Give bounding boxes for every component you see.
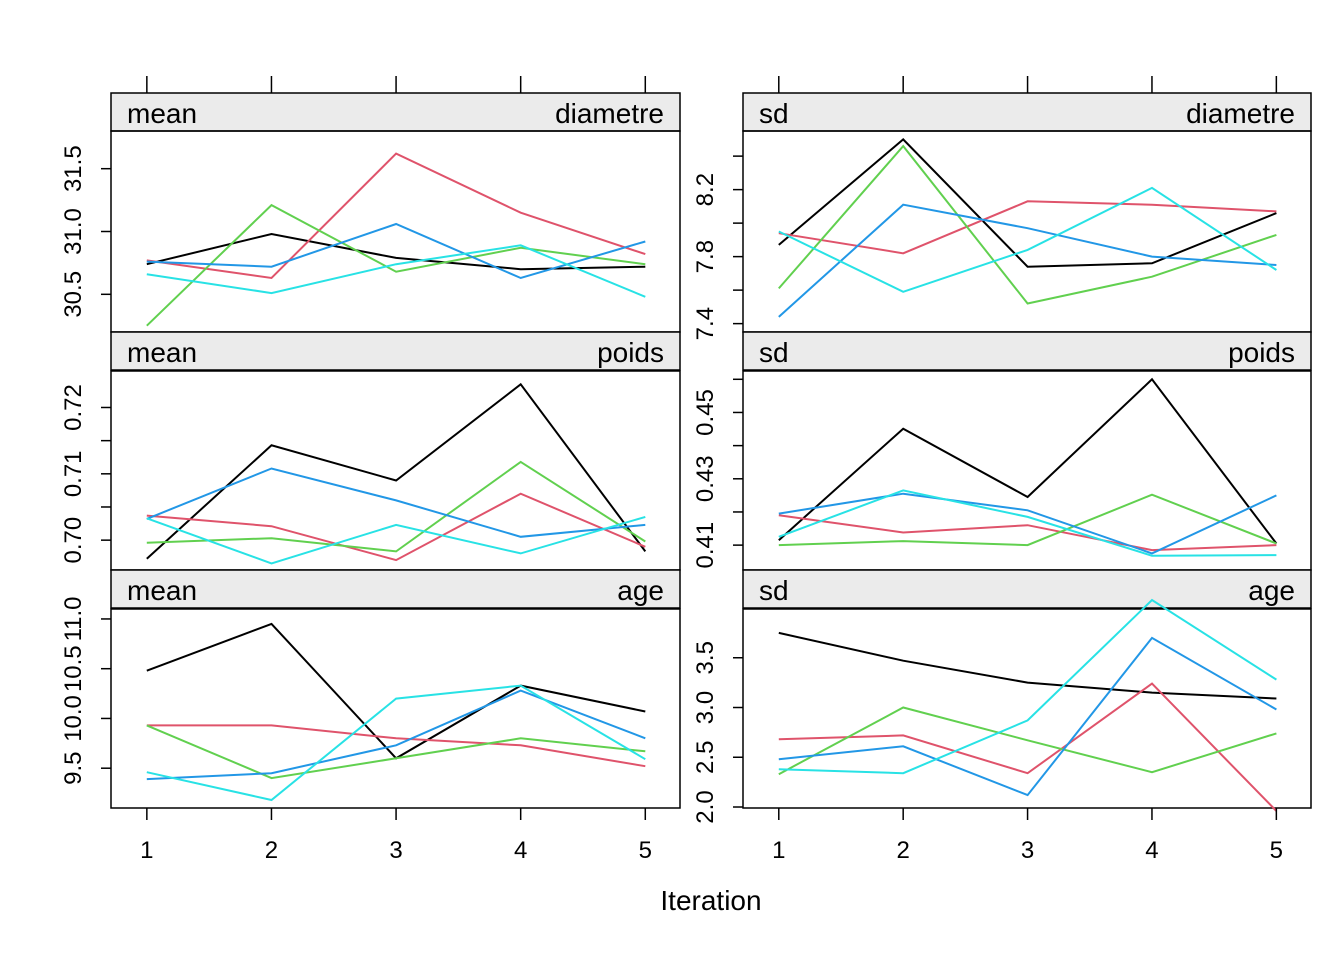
plot-frame: [742, 608, 1312, 809]
panel-sd-diametre: sd diametre 7.4 7.8 8.2: [692, 76, 1312, 340]
series-line-3: [146, 203, 646, 327]
series-line-2: [146, 492, 646, 562]
x-tick-label: 3: [389, 837, 402, 864]
series-line-2: [146, 152, 646, 280]
y-tick-label: 0.45: [692, 389, 719, 436]
strip-variable-label: diametre: [555, 98, 664, 129]
y-tick-label: 30.5: [60, 271, 87, 318]
x-tick-label: 2: [265, 837, 278, 864]
series-line-1: [778, 138, 1277, 268]
series-line-1: [778, 377, 1278, 545]
strip-variable-label: age: [1248, 575, 1295, 606]
y-tick-label: 3.5: [692, 641, 719, 674]
strip-stat-label: mean: [127, 337, 197, 368]
y-tick-label: 10.0: [60, 695, 87, 742]
y-tick-label: 0.41: [692, 522, 719, 569]
y-tick-label: 9.5: [60, 752, 87, 785]
x-tick-label: 2: [896, 837, 909, 864]
y-tick-label: 0.72: [60, 384, 87, 431]
y-tick-label: 0.43: [692, 455, 719, 502]
x-tick-label: 1: [772, 837, 785, 864]
series-line-4: [146, 222, 646, 280]
y-tick-label: 7.8: [692, 240, 719, 273]
y-tick-label: 11.0: [60, 596, 87, 641]
strip-sd-age: [742, 569, 1312, 609]
y-tick-label: 8.2: [692, 173, 719, 206]
series-line-3: [778, 144, 1277, 305]
series-line-5: [146, 244, 646, 298]
series-line-4: [778, 203, 1277, 318]
y-tick-label: 7.4: [692, 307, 719, 340]
series-line-1: [778, 631, 1277, 700]
series-line-4: [146, 467, 646, 538]
y-tick-label: 3.0: [692, 691, 719, 724]
series-line-3: [778, 493, 1277, 547]
x-tick-label: 5: [1270, 837, 1283, 864]
series-line-5: [778, 489, 1277, 557]
strip-stat-label: sd: [759, 337, 789, 368]
series-line-3: [146, 724, 646, 780]
panel-sd-poids: sd poids 0.41 0.43 0.45: [692, 331, 1312, 571]
x-tick-label: 3: [1021, 837, 1034, 864]
series-line-4: [778, 492, 1277, 555]
strip-stat-label: mean: [127, 98, 197, 129]
x-axis-label: Iteration: [660, 885, 761, 916]
strip-mean-poids: [110, 331, 681, 371]
strip-sd-diametre: [742, 92, 1312, 132]
strip-variable-label: diametre: [1186, 98, 1295, 129]
series-line-4: [778, 636, 1277, 797]
series-line-4: [146, 689, 646, 781]
y-tick-label: 10.5: [60, 645, 87, 692]
strip-sd-poids: [742, 331, 1312, 371]
strip-variable-label: poids: [1228, 337, 1295, 368]
strip-stat-label: mean: [127, 575, 197, 606]
series-line-3: [778, 706, 1277, 776]
panel-mean-age: mean age 9.5 10.0 10.5 11.0 1 2 3 4 5: [60, 569, 681, 864]
series-line-2: [778, 200, 1277, 255]
panel-mean-diametre: mean diametre 30.5 31.0 31.5: [60, 76, 681, 333]
x-tick-label: 1: [140, 837, 153, 864]
strip-variable-label: age: [617, 575, 664, 606]
series-line-5: [146, 515, 646, 565]
x-tick-label: 5: [639, 837, 652, 864]
series-line-1: [146, 382, 647, 560]
y-tick-label: 31.5: [60, 145, 87, 192]
x-tick-label: 4: [514, 837, 527, 864]
y-tick-label: 2.5: [692, 741, 719, 774]
strip-stat-label: sd: [759, 575, 789, 606]
strip-mean-age: [110, 569, 681, 609]
strip-mean-diametre: [110, 92, 681, 132]
series-line-5: [146, 684, 646, 802]
strip-stat-label: sd: [759, 98, 789, 129]
series-line-2: [778, 514, 1277, 552]
series-line-5: [778, 186, 1277, 293]
series-line-2: [778, 682, 1278, 812]
y-tick-label: 0.71: [60, 450, 87, 497]
panels-group: mean diametre 30.5 31.0 31.5 sd diametre 7.4 7.8…: [60, 76, 1312, 864]
series-line-5: [778, 598, 1277, 775]
plot-frame: [742, 370, 1312, 571]
x-tick-label: 4: [1145, 837, 1158, 864]
plot-frame: [110, 130, 681, 333]
panel-sd-age: sd age 2.0 2.5 3.0 3.5 1 2 3 4 5: [692, 569, 1312, 864]
strip-variable-label: poids: [597, 337, 664, 368]
y-tick-label: 0.70: [60, 517, 87, 564]
y-tick-label: 2.0: [692, 790, 719, 823]
series-line-2: [146, 724, 646, 768]
plot-frame: [110, 608, 681, 809]
series-line-3: [146, 460, 646, 553]
y-tick-label: 31.0: [60, 208, 87, 255]
panel-mean-poids: mean poids 0.70 0.71 0.72: [60, 331, 681, 571]
